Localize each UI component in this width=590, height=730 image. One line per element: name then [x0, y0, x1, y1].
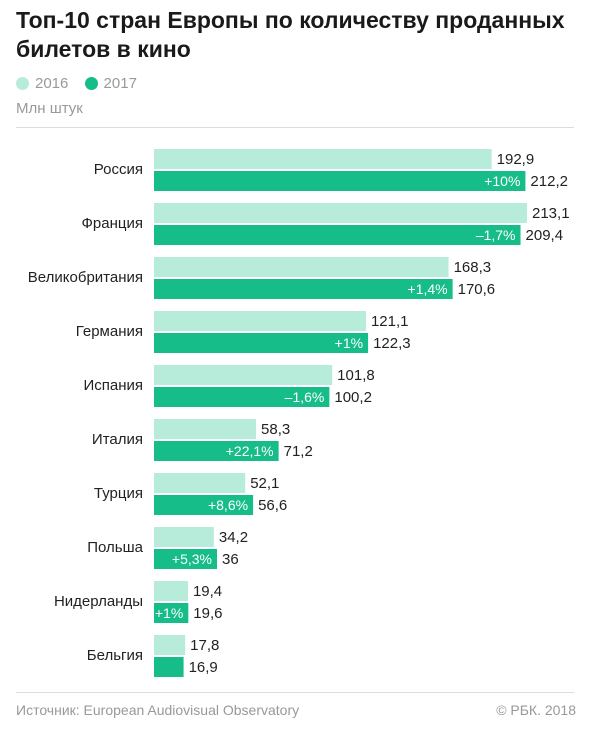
change-label: +1,4% [408, 281, 448, 297]
bar-2017 [154, 657, 184, 677]
bar-2016 [154, 635, 186, 655]
legend: 2016 2017 [16, 75, 149, 94]
value-label: 56,6 [258, 497, 287, 514]
legend-item-2016: 2016 [16, 75, 68, 92]
change-label: +5,3% [172, 551, 212, 567]
value-label: 209,4 [526, 227, 564, 244]
bottom-divider [16, 692, 574, 693]
category-label: Польша [87, 539, 143, 556]
top-divider [16, 127, 574, 128]
value-label: 100,2 [334, 389, 372, 406]
category-label: Италия [92, 431, 143, 448]
category-label: Великобритания [28, 269, 143, 286]
value-label: 19,4 [193, 583, 222, 600]
bar-2017 [154, 171, 526, 191]
bar-2017 [154, 603, 189, 623]
bar-2017 [154, 549, 218, 569]
bar-2016 [154, 473, 246, 493]
copyright: © РБК. 2018 [496, 702, 576, 718]
value-label: 58,3 [261, 421, 290, 438]
unit-label: Млн штук [16, 100, 83, 117]
change-label: –1,7% [476, 227, 516, 243]
value-label: 213,1 [532, 205, 570, 222]
value-label: 71,2 [284, 443, 313, 460]
category-label: Франция [82, 215, 143, 232]
value-label: 212,2 [530, 173, 568, 190]
bar-2016 [154, 149, 492, 169]
category-label: Германия [76, 323, 143, 340]
category-label: Бельгия [87, 647, 143, 664]
bar-2017 [154, 225, 521, 245]
value-label: 17,8 [190, 637, 219, 654]
value-label: 170,6 [458, 281, 496, 298]
legend-label-2016: 2016 [35, 75, 69, 92]
value-label: 19,6 [193, 605, 222, 622]
bar-2017 [154, 279, 453, 299]
change-label: +22,1% [226, 443, 274, 459]
bar-2016 [154, 419, 257, 439]
category-label: Турция [94, 485, 143, 502]
bar-2017 [154, 441, 279, 461]
change-label: +1% [335, 335, 363, 351]
change-label: +1% [155, 605, 183, 621]
value-label: 122,3 [373, 335, 411, 352]
category-label: Испания [83, 377, 143, 394]
legend-item-2017: 2017 [84, 75, 137, 92]
value-label: 121,1 [371, 313, 409, 330]
bar-2016 [154, 581, 188, 601]
bar-2016 [154, 311, 366, 331]
value-label: 168,3 [454, 259, 492, 276]
category-label: Нидерланды [54, 593, 143, 610]
bar-2017 [154, 387, 330, 407]
change-label: +10% [484, 173, 520, 189]
change-label: +8,6% [208, 497, 248, 513]
value-label: 34,2 [219, 529, 248, 546]
legend-swatch-2016 [16, 77, 29, 90]
bar-2017 [154, 333, 369, 353]
value-label: 52,1 [250, 475, 279, 492]
bar-2016 [154, 365, 333, 385]
value-label: 192,9 [497, 151, 535, 168]
bar-chart: Россия 192,9 212,2 +10% Франция 213,1 209,4 –1,… [28, 149, 570, 677]
change-label: –1,6% [285, 389, 325, 405]
bar-2016 [154, 203, 527, 223]
legend-swatch-2017 [84, 77, 98, 90]
legend-label-2017: 2017 [103, 75, 137, 92]
bar-2017 [154, 495, 254, 515]
value-label: 36 [222, 551, 239, 568]
bar-2016 [154, 257, 449, 277]
category-label: Россия [94, 161, 143, 178]
value-label: 101,8 [337, 367, 375, 384]
bar-2016 [154, 527, 214, 547]
value-label: 16,9 [189, 659, 218, 676]
source-note: Источник: European Audiovisual Observato… [16, 702, 300, 718]
chart-title: Топ-10 стран Европы по количеству продан… [16, 7, 565, 62]
